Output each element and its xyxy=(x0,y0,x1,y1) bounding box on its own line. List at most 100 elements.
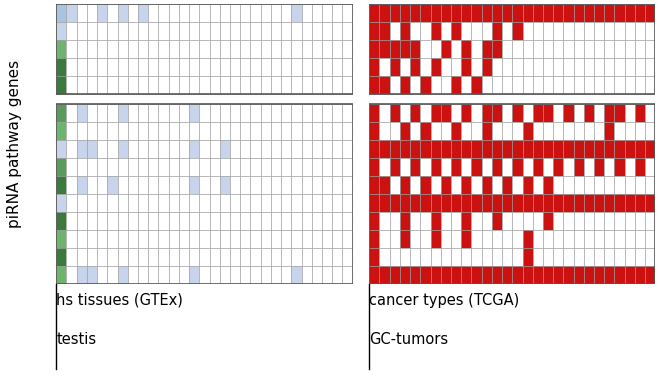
Bar xyxy=(522,230,533,248)
Bar xyxy=(240,230,250,248)
Bar xyxy=(471,194,482,212)
Bar xyxy=(210,58,220,76)
Bar xyxy=(604,4,614,22)
Bar xyxy=(97,122,107,140)
Bar xyxy=(322,58,332,76)
Bar xyxy=(271,176,281,194)
Bar xyxy=(543,266,553,284)
Bar xyxy=(471,266,482,284)
Bar xyxy=(573,158,584,176)
Bar xyxy=(97,212,107,230)
Bar xyxy=(66,140,77,158)
Bar xyxy=(369,266,379,284)
Bar xyxy=(189,212,199,230)
Bar xyxy=(302,58,312,76)
Bar xyxy=(604,140,614,158)
Bar xyxy=(199,4,210,22)
Bar xyxy=(522,266,533,284)
Text: hs tissues (GTEx): hs tissues (GTEx) xyxy=(56,293,183,308)
Bar xyxy=(281,230,291,248)
Bar xyxy=(614,22,625,40)
Bar xyxy=(553,266,563,284)
Bar xyxy=(97,22,107,40)
Bar xyxy=(302,40,312,58)
Bar xyxy=(390,76,400,94)
Bar xyxy=(522,194,533,212)
Bar xyxy=(250,122,261,140)
Bar xyxy=(461,58,471,76)
Bar xyxy=(332,122,342,140)
Bar xyxy=(635,4,645,22)
Bar xyxy=(390,266,400,284)
Bar xyxy=(148,122,158,140)
Bar xyxy=(332,158,342,176)
Bar xyxy=(461,248,471,266)
Bar xyxy=(199,194,210,212)
Bar xyxy=(322,212,332,230)
Bar xyxy=(179,212,189,230)
Bar xyxy=(492,158,502,176)
Bar xyxy=(66,212,77,230)
Bar xyxy=(533,176,543,194)
Bar xyxy=(302,176,312,194)
Bar xyxy=(56,176,66,194)
Bar xyxy=(543,248,553,266)
Bar xyxy=(179,158,189,176)
Bar xyxy=(189,140,199,158)
Bar xyxy=(482,4,492,22)
Bar xyxy=(271,230,281,248)
Bar xyxy=(158,176,169,194)
Bar xyxy=(584,194,594,212)
Bar xyxy=(158,194,169,212)
Bar xyxy=(430,22,441,40)
Bar xyxy=(138,140,148,158)
Bar xyxy=(400,140,410,158)
Bar xyxy=(261,58,271,76)
Bar xyxy=(250,158,261,176)
Bar xyxy=(492,212,502,230)
Bar xyxy=(584,266,594,284)
Bar xyxy=(261,40,271,58)
Bar xyxy=(210,158,220,176)
Bar xyxy=(291,76,302,94)
Bar xyxy=(210,248,220,266)
Bar xyxy=(563,230,573,248)
Bar xyxy=(107,58,118,76)
Bar xyxy=(261,266,271,284)
Bar xyxy=(502,58,512,76)
Bar xyxy=(471,40,482,58)
Bar xyxy=(553,248,563,266)
Bar xyxy=(199,158,210,176)
Bar xyxy=(87,40,97,58)
Bar xyxy=(502,266,512,284)
Bar xyxy=(441,76,451,94)
Bar xyxy=(645,212,655,230)
Bar xyxy=(220,140,230,158)
Bar xyxy=(230,194,240,212)
Bar xyxy=(543,122,553,140)
Bar xyxy=(302,248,312,266)
Bar xyxy=(390,230,400,248)
Bar xyxy=(594,4,604,22)
Bar xyxy=(87,76,97,94)
Bar xyxy=(230,22,240,40)
Bar xyxy=(502,40,512,58)
Bar xyxy=(645,266,655,284)
Bar xyxy=(390,140,400,158)
Bar xyxy=(107,176,118,194)
Bar xyxy=(543,230,553,248)
Bar xyxy=(148,140,158,158)
Bar xyxy=(210,266,220,284)
Bar xyxy=(400,248,410,266)
Bar xyxy=(584,212,594,230)
Bar xyxy=(158,122,169,140)
Bar xyxy=(107,230,118,248)
Bar xyxy=(230,140,240,158)
Bar xyxy=(97,194,107,212)
Bar xyxy=(482,212,492,230)
Bar xyxy=(107,194,118,212)
Bar xyxy=(118,176,128,194)
Bar xyxy=(199,22,210,40)
Bar xyxy=(250,212,261,230)
Bar xyxy=(179,4,189,22)
